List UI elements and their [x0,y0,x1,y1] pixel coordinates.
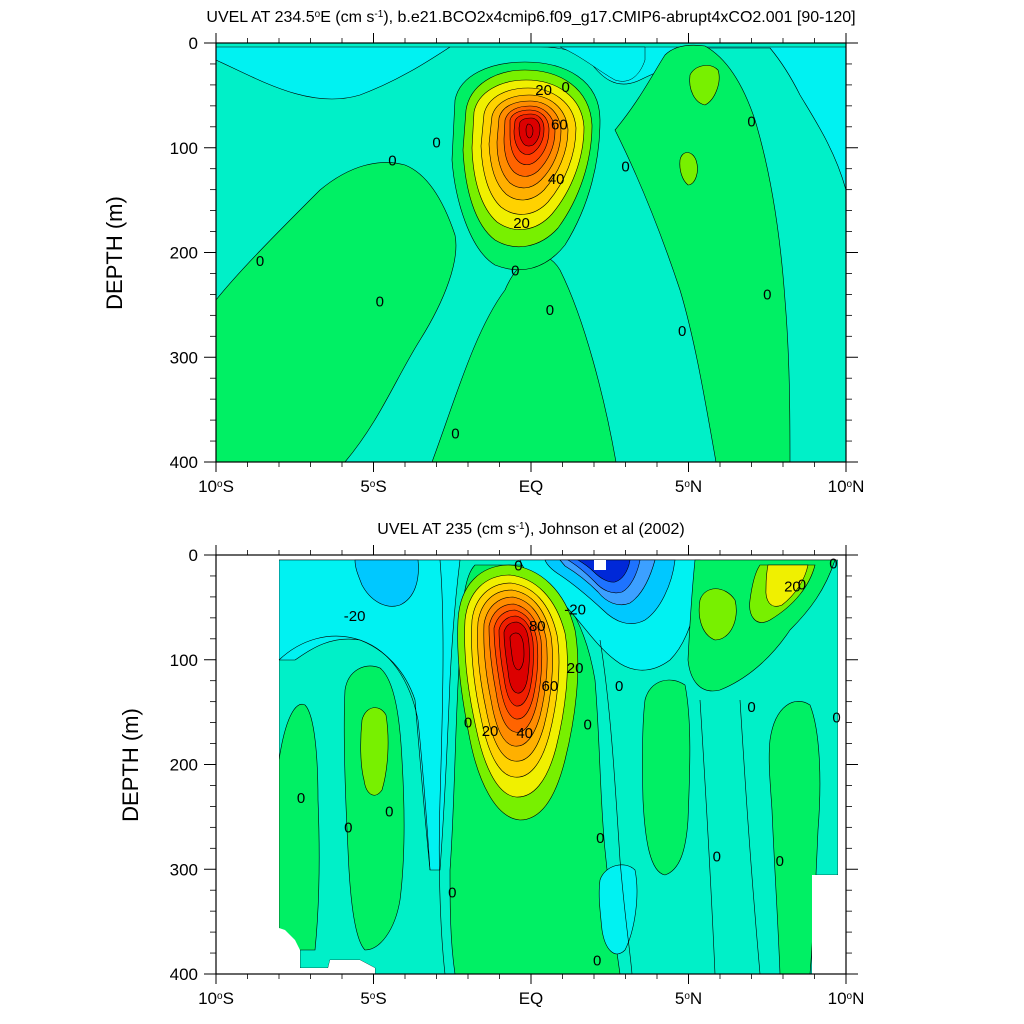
top-ylabel: DEPTH (m) [102,196,127,310]
top-ytick-label: 200 [170,244,198,263]
bottom-contour-label: 0 [464,715,472,732]
bottom-ylabel: DEPTH (m) [118,708,143,822]
bottom-contour-label: 80 [529,618,546,635]
top-x-ticks: 10oS 5oS EQ 5oN 10oN [198,33,864,496]
bottom-contour-label: 0 [584,717,592,734]
bottom-contour-label: 0 [448,884,456,901]
bottom-contour-label: 0 [832,709,840,726]
top-xtick-label: 10oS [198,477,234,496]
bottom-ytick-label: 400 [170,965,198,984]
top-contour-label: 0 [376,294,384,311]
bottom-xtick-label: 10oS [198,989,234,1008]
top-contour-label: 60 [551,117,568,134]
bottom-contour-label: 20 [567,660,584,677]
bottom-contour-label: 0 [713,849,721,866]
top-panel: UVEL AT 234.5oE (cm s-1), b.e21.BCO2x4cm… [102,9,864,497]
bottom-contour-label: -20 [344,608,366,625]
bottom-xtick-label: 5oN [675,989,702,1008]
top-contour-label: 0 [678,323,686,340]
top-contour-label: 0 [511,262,519,279]
bottom-ytick-label: 0 [189,546,198,565]
top-ytick-label: 400 [170,453,198,472]
top-xtick-label: EQ [519,477,544,496]
top-contour-label: 0 [451,426,459,443]
top-contour-labels: 20 0 60 0 0 40 0 0 20 0 0 0 0 0 0 0 [256,79,771,443]
top-contour-label: 20 [513,215,530,232]
top-contour-label: 0 [763,286,771,303]
bottom-xtick-label: EQ [519,989,544,1008]
bottom-contour-label: 0 [514,557,522,574]
top-contour-field [216,43,846,462]
bottom-contour-label: 0 [344,819,352,836]
top-contour-label: 0 [432,135,440,152]
top-title: UVEL AT 234.5oE (cm s-1), b.e21.BCO2x4cm… [206,9,855,27]
top-fill-patch-a [689,65,720,106]
bottom-contour-label: 20 [784,578,801,595]
top-fill-left-green [216,162,457,462]
top-contour-label: 0 [256,253,264,270]
bottom-contour-label: 0 [776,853,784,870]
bottom-ytick-label: 300 [170,860,198,879]
bottom-fill-yellow-right [765,564,809,607]
bottom-contour-label: 0 [593,952,601,969]
top-fill-surface-neg [216,46,846,191]
top-contour-label: 0 [621,159,629,176]
bottom-xtick-label: 5oS [360,989,386,1008]
bottom-ytick-label: 200 [170,756,198,775]
top-contour-label: 0 [561,79,569,96]
bottom-contour-label: 20 [482,723,499,740]
bottom-contour-label: 0 [297,790,305,807]
top-contour-label: 0 [388,152,396,169]
top-contour-label: 0 [747,114,755,131]
bottom-contour-label: 0 [385,804,393,821]
bottom-fill-cyan-patch [354,559,419,607]
bottom-ytick-label: 100 [170,651,198,670]
bottom-contour-label: 0 [747,699,755,716]
bottom-contour-label: -20 [564,601,586,618]
bottom-contour-field [216,555,846,974]
top-xtick-label: 5oS [360,477,386,496]
top-contour-label: 0 [546,302,554,319]
bottom-contour-label: 60 [542,678,559,695]
top-contour-label: 20 [535,82,552,99]
bottom-contour-label: 0 [615,678,623,695]
bottom-xtick-label: 10oN [828,989,865,1008]
bottom-contour-label: 40 [516,725,533,742]
bottom-panel: UVEL AT 235 (cm s-1), Johnson et al (200… [118,521,864,1009]
bottom-contour-label: 0 [829,555,837,572]
top-contour-label: 40 [548,171,565,188]
top-ytick-label: 300 [170,348,198,367]
bottom-contour-label: 0 [798,576,806,593]
bottom-x-ticks: 10oS 5oS EQ 5oN 10oN [198,545,864,1008]
top-xtick-label: 10oN [828,477,865,496]
top-ytick-label: 0 [189,34,198,53]
top-fill-patch-b [679,152,698,186]
top-xtick-label: 5oN [675,477,702,496]
top-ytick-label: 100 [170,139,198,158]
bottom-contour-label: 0 [596,830,604,847]
top-fill-right-green [614,44,791,462]
bottom-title: UVEL AT 235 (cm s-1), Johnson et al (200… [377,521,684,539]
